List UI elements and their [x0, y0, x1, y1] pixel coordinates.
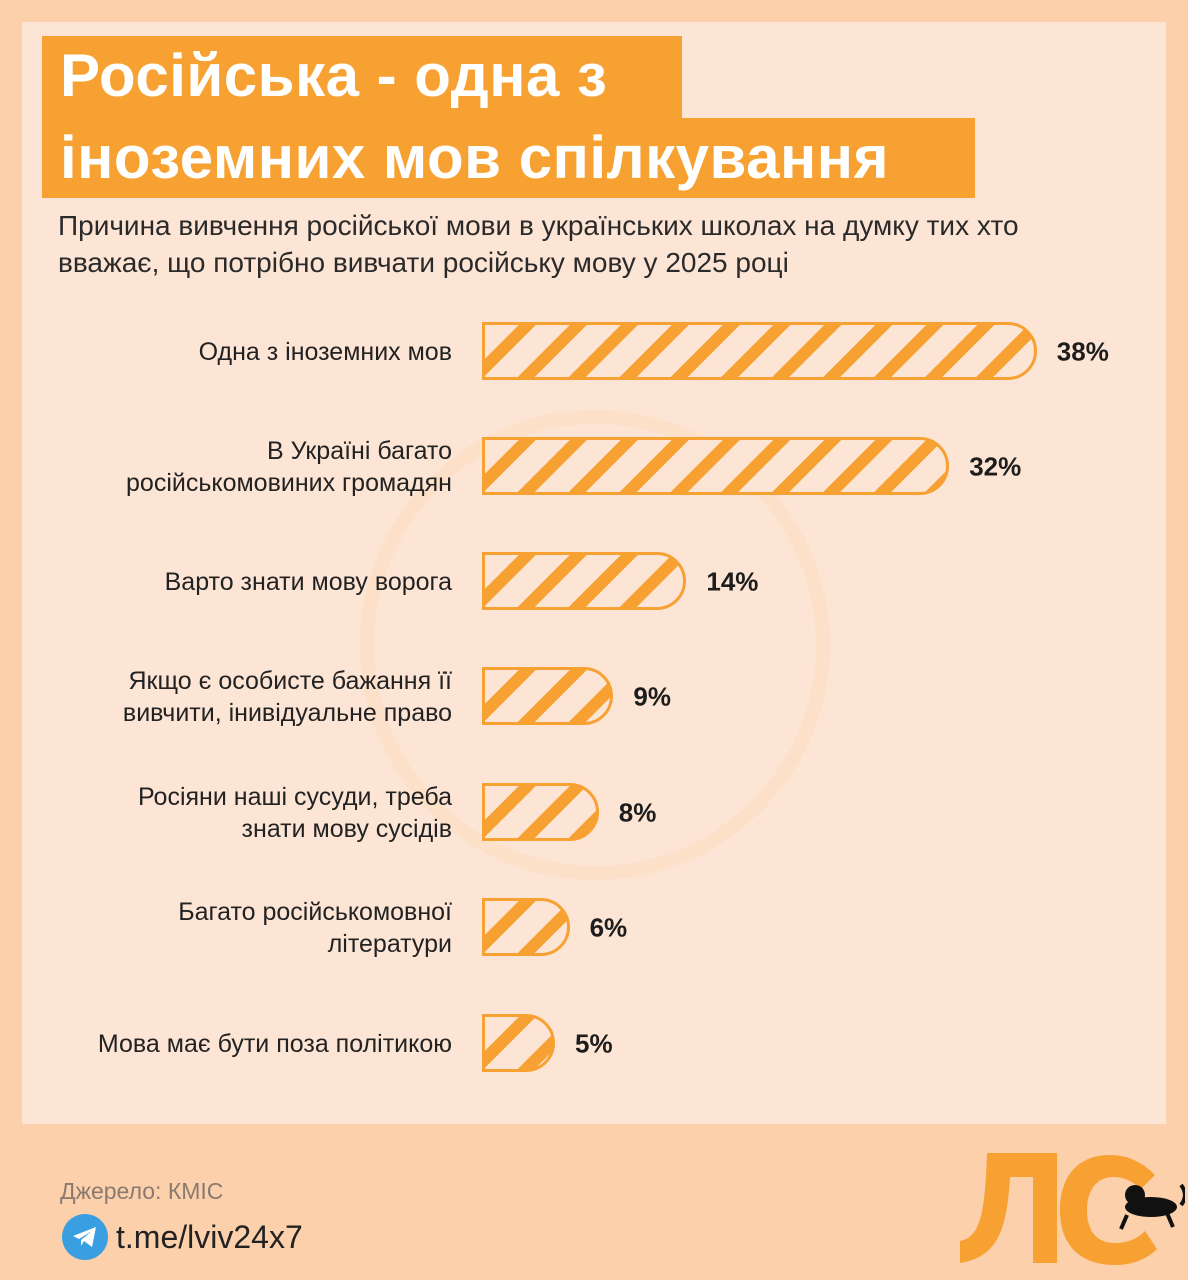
bar-row: Багато російськомовної літератури 6%: [0, 898, 1188, 958]
value-label: 14%: [706, 566, 759, 597]
category-label: Якщо є особисте бажання її вивчити, іниві…: [123, 665, 452, 729]
category-label: Варто знати мову ворога: [165, 566, 452, 598]
category-label-line: Багато російськомовної: [178, 898, 452, 926]
ls-logo: [960, 1153, 1185, 1265]
telegram-icon: [62, 1214, 108, 1260]
bar: [482, 322, 1037, 380]
bar-row: Мова має бути поза політикою 5%: [0, 1014, 1188, 1074]
category-label-line: Одна з іноземних мов: [198, 338, 452, 366]
bar: [482, 667, 614, 725]
title-line-1: Російська - одна з: [42, 36, 682, 118]
telegram-link[interactable]: t.me/lviv24x7: [62, 1214, 303, 1260]
value-label: 9%: [633, 681, 671, 712]
value-label: 38%: [1056, 336, 1109, 367]
category-label: Мова має бути поза політикою: [98, 1028, 452, 1060]
value-label: 5%: [575, 1028, 613, 1059]
category-label: Багато російськомовної літератури: [178, 896, 452, 960]
category-label-line: Якщо є особисте бажання її: [128, 667, 453, 695]
category-label-line: В Україні багато: [266, 437, 452, 465]
category-label-line: знати мову сусідів: [241, 815, 452, 843]
category-label-line: вивчити, інивідуальне право: [122, 699, 452, 727]
value-label: 32%: [969, 451, 1022, 482]
category-label: Одна з іноземних мов: [199, 336, 452, 368]
title-line-2: іноземних мов спілкування: [42, 118, 975, 198]
bar-row: Одна з іноземних мов 38%: [0, 322, 1188, 382]
category-label-line: російськомовиних громадян: [126, 469, 452, 497]
value-label: 8%: [618, 797, 657, 828]
bar-row: Росіяни наші сусуди, треба знати мову сус…: [0, 783, 1188, 843]
bar-row: Варто знати мову ворога 14%: [0, 552, 1188, 612]
category-label-line: Росіяни наші сусуди, треба: [137, 783, 452, 811]
telegram-handle: t.me/lviv24x7: [116, 1218, 303, 1255]
category-label: В Україні багато російськомовиних громадя…: [126, 435, 452, 499]
bar: [482, 437, 950, 495]
category-label-line: Мова має бути поза політикою: [97, 1030, 452, 1058]
subtitle: Причина вивчення російської мови в украї…: [58, 210, 1019, 278]
category-label-line: літератури: [327, 930, 452, 958]
category-label: Росіяни наші сусуди, треба знати мову сус…: [138, 781, 452, 845]
bar: [482, 1014, 555, 1072]
bar: [482, 552, 687, 610]
bar-row: Якщо є особисте бажання її вивчити, іниві…: [0, 667, 1188, 727]
bar: [482, 898, 570, 956]
bar: [482, 783, 599, 841]
source-text: Джерело: КМІС: [60, 1178, 224, 1204]
lion-icon: [1119, 1183, 1185, 1230]
bar-row: В Україні багато російськомовиних громадя…: [0, 437, 1188, 497]
category-label-line: Варто знати мову ворога: [164, 568, 452, 596]
value-label: 6%: [589, 912, 628, 943]
